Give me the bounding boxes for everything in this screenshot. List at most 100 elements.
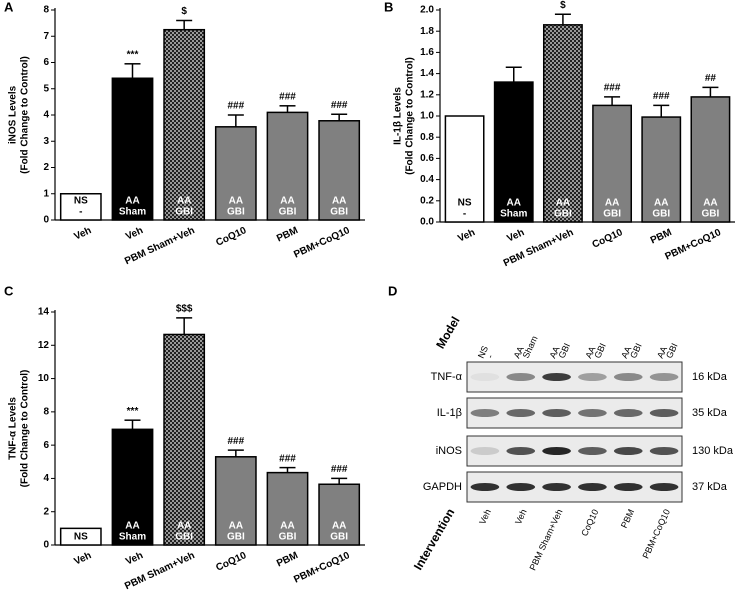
y-axis-label: (Fold Change to Control) (20, 370, 31, 488)
bar (690, 96, 731, 223)
lane-label: NS (476, 344, 490, 360)
bar-inner-label: AA (507, 198, 521, 209)
bar (266, 111, 309, 221)
blot-band (506, 373, 536, 381)
blot-band (470, 483, 500, 491)
y-tick-label: 7 (43, 31, 49, 42)
bar-inner-label: AA (125, 196, 139, 207)
blot-band (542, 373, 571, 381)
y-tick-label: 10 (38, 373, 50, 384)
x-tick-label: CoQ10 (214, 225, 248, 249)
y-tick-label: 0.4 (420, 174, 434, 185)
x-tick-label: Veh (72, 550, 93, 567)
y-tick-label: 4 (43, 473, 49, 484)
bar-inner-label: AA (332, 521, 346, 532)
bar (592, 104, 633, 223)
y-tick-label: 12 (38, 340, 50, 351)
lane-label: GBI (592, 342, 608, 360)
bar (318, 483, 361, 546)
blot-band (470, 409, 500, 417)
blot-row-label: IL-1β (437, 407, 462, 419)
blot-band (470, 447, 500, 455)
blot-row-label: GAPDH (423, 481, 462, 493)
lane-label: AA (583, 345, 597, 360)
y-tick-label: 2.0 (420, 5, 434, 16)
lane-label: GBI (556, 342, 572, 360)
bar (542, 24, 583, 223)
y-tick-label: 1.8 (420, 26, 434, 37)
bar-inner-label: GBI (175, 207, 193, 218)
blot-row-label: TNF-α (431, 371, 463, 383)
blot-band (542, 409, 571, 417)
bar (59, 193, 102, 221)
lane-label: AA (547, 345, 561, 360)
bar-inner-label: NS (458, 198, 472, 209)
lane-label: GBI (628, 342, 644, 360)
significance-label: ## (705, 73, 717, 84)
significance-label: ### (279, 453, 296, 464)
y-tick-label: 0 (43, 540, 49, 551)
y-tick-label: 5 (43, 83, 49, 94)
bar-inner-label: AA (556, 198, 570, 209)
bar-inner-label: AA (605, 198, 619, 209)
x-tick-label: CoQ10 (591, 227, 625, 251)
x-tick-label: Veh (124, 550, 145, 567)
y-tick-label: 0.2 (420, 195, 434, 206)
blot-band (649, 409, 679, 417)
lane-label: AA (619, 345, 633, 360)
bar-inner-label: NS (74, 196, 88, 207)
intervention-label: CoQ10 (579, 508, 600, 538)
bar (59, 527, 102, 546)
x-tick-label: PBM (275, 550, 300, 569)
bar (641, 116, 682, 223)
y-tick-label: 1.6 (420, 47, 434, 58)
x-tick-label: CoQ10 (214, 550, 248, 574)
blot-band (578, 373, 607, 381)
bar-inner-label: GBI (330, 207, 348, 218)
blot-band (578, 483, 607, 491)
y-axis-label: (Fold Change to Control) (20, 56, 31, 174)
blot-strip (466, 361, 683, 393)
blot-band (613, 409, 643, 417)
bar-inner-label: AA (332, 196, 346, 207)
y-tick-label: 2 (43, 162, 49, 173)
bar-inner-label: - (79, 207, 82, 218)
y-tick-label: 0.0 (420, 217, 434, 228)
bar-inner-label: AA (280, 196, 294, 207)
y-axis-label: IL-1β Levels (393, 87, 404, 145)
intervention-label: PBM Sham+Veh (527, 508, 564, 572)
bar-inner-label: AA (177, 521, 191, 532)
significance-label: ### (604, 83, 621, 94)
significance-label: ### (227, 101, 244, 112)
lane-label: GBI (664, 342, 680, 360)
significance-label: ### (653, 91, 670, 102)
significance-label: *** (127, 406, 139, 417)
y-tick-label: 1 (43, 188, 49, 199)
bar-inner-label: AA (229, 196, 243, 207)
bar-inner-label: Sham (500, 209, 527, 220)
x-tick-label: PBM+CoQ10 (292, 550, 352, 586)
blot-band (649, 373, 679, 381)
x-tick-label: PBM+CoQ10 (292, 225, 352, 261)
y-axis-label: TNF-α Levels (8, 397, 19, 460)
bar (163, 28, 206, 221)
bar (111, 77, 154, 221)
bar-inner-label: GBI (175, 532, 193, 543)
x-tick-label: PBM (649, 227, 674, 246)
bar (214, 126, 257, 221)
significance-label: ### (331, 464, 348, 475)
blot-band (506, 409, 536, 417)
bar-inner-label: NS (74, 532, 88, 543)
bar-inner-label: GBI (554, 209, 572, 220)
significance-label: ### (331, 100, 348, 111)
bar-inner-label: GBI (652, 209, 670, 220)
bar-inner-label: GBI (227, 532, 245, 543)
blot-band (649, 447, 679, 455)
significance-label: $ (560, 0, 566, 11)
blot-band (578, 409, 607, 417)
blot-band (506, 447, 536, 455)
blot-row-label: iNOS (436, 445, 462, 457)
bar-inner-label: Sham (119, 207, 146, 218)
blot-strip (466, 471, 683, 503)
bar-inner-label: GBI (702, 209, 720, 220)
